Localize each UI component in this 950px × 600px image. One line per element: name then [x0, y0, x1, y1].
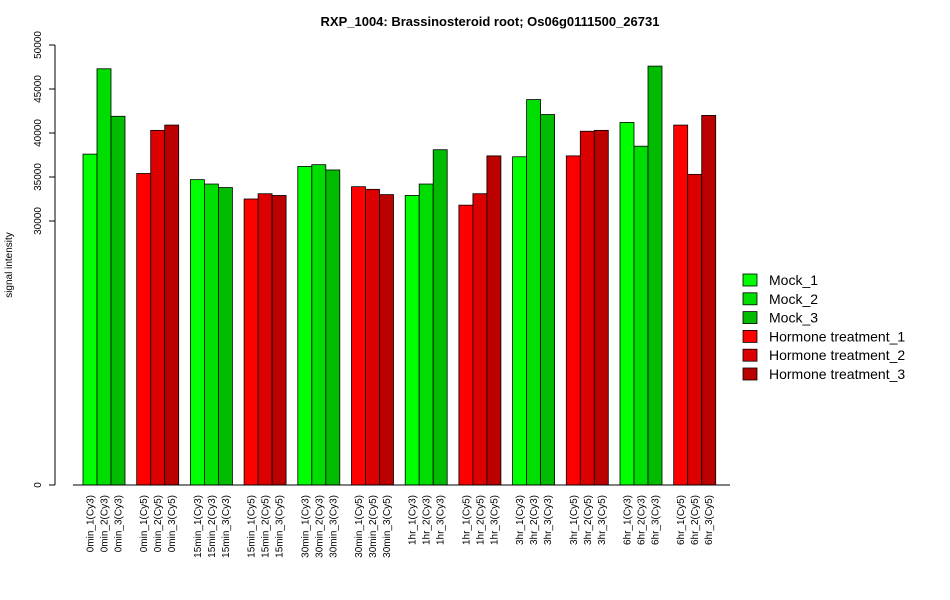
x-tick-label: 6hr_3(Cy5) [704, 495, 715, 545]
bar [701, 115, 717, 486]
legend-swatch [742, 348, 758, 362]
bar [593, 129, 609, 486]
x-tick-label: 0min_1(Cy5) [139, 495, 150, 552]
x-tick-label: 3hr_2(Cy3) [529, 495, 540, 545]
x-tick-label: 3hr_2(Cy5) [583, 495, 594, 545]
x-tick-label: 30min_2(Cy5) [368, 495, 379, 558]
bar [110, 115, 126, 486]
bar [243, 198, 259, 486]
x-tick-label: 30min_1(Cy5) [354, 495, 365, 558]
bar [365, 188, 380, 486]
x-tick-label: 3hr_3(Cy5) [597, 495, 608, 545]
x-tick-label: 0min_3(Cy3) [114, 495, 125, 552]
x-tick-label: 3hr_1(Cy5) [569, 495, 580, 545]
legend-swatch [742, 329, 758, 343]
x-tick-label: 6hr_2(Cy5) [690, 495, 701, 545]
legend-swatch [742, 292, 758, 306]
y-tick-label: 50000 [33, 31, 44, 59]
bar [351, 186, 366, 486]
bar [404, 195, 420, 486]
bar [633, 145, 649, 486]
bar [458, 204, 474, 486]
x-tick-label: 30min_1(Cy3) [300, 495, 311, 558]
y-tick-label: 35000 [33, 163, 44, 191]
bar [82, 153, 98, 486]
y-tick-label: 30000 [33, 207, 44, 235]
x-tick-label: 6hr_1(Cy3) [623, 495, 634, 545]
y-axis-label: signal intensity [4, 232, 15, 298]
legend: Mock_1 Mock_2 Mock_3 Hormone treatment_1 Hor… [742, 272, 905, 382]
legend-swatch [742, 311, 758, 325]
bar [579, 130, 595, 486]
x-tick-label: 15min_2(Cy3) [207, 495, 218, 558]
x-tick-label: 30min_2(Cy3) [314, 495, 325, 558]
x-tick-label: 1hr_2(Cy3) [422, 495, 433, 545]
bar [217, 187, 233, 486]
bar [619, 122, 635, 486]
legend-label: Hormone treatment_3 [769, 366, 905, 382]
x-tick-label: 3hr_1(Cy3) [515, 495, 526, 545]
bar [271, 195, 287, 486]
bar [418, 183, 434, 486]
legend-label: Mock_3 [769, 310, 818, 326]
bar [687, 173, 703, 486]
x-tick-label: 0min_3(Cy5) [167, 495, 178, 552]
x-tick-label: 30min_3(Cy5) [382, 495, 393, 558]
bar [540, 114, 555, 486]
bar [96, 68, 112, 486]
x-tick-label: 0min_2(Cy3) [100, 495, 111, 552]
bar [486, 155, 502, 486]
x-axis-tick-labels: 0min_1(Cy3) 0min_2(Cy3) 0min_3(Cy3) 0min_1(… [86, 495, 716, 558]
x-tick-label: 15min_2(Cy5) [261, 495, 272, 558]
legend-label: Hormone treatment_1 [769, 328, 905, 344]
bars-layer [82, 65, 717, 486]
bar [432, 149, 448, 486]
x-tick-label: 15min_1(Cy3) [193, 495, 204, 558]
x-tick-label: 6hr_1(Cy5) [676, 495, 687, 545]
bar [565, 155, 581, 486]
legend-label: Mock_2 [769, 291, 818, 307]
chart-title: RXP_1004: Brassinosteroid root; Os06g011… [321, 14, 660, 29]
x-tick-label: 6hr_2(Cy3) [637, 495, 648, 545]
x-tick-label: 15min_3(Cy5) [275, 495, 286, 558]
bar [512, 156, 527, 486]
bar [136, 173, 152, 486]
legend-swatch [742, 273, 758, 287]
bar [647, 65, 663, 486]
bar [257, 193, 273, 486]
y-tick-label: 40000 [33, 119, 44, 147]
x-tick-label: 1hr_1(Cy5) [461, 495, 472, 545]
x-tick-label: 6hr_3(Cy3) [651, 495, 662, 545]
bar [673, 124, 689, 486]
x-tick-label: 30min_3(Cy3) [328, 495, 339, 558]
bar [325, 169, 341, 486]
x-tick-label: 1hr_2(Cy5) [475, 495, 486, 545]
legend-label: Mock_1 [769, 272, 818, 288]
bar [203, 183, 219, 486]
bar [189, 179, 205, 486]
bar [150, 129, 166, 486]
x-tick-label: 1hr_1(Cy3) [408, 495, 419, 545]
x-tick-label: 1hr_3(Cy5) [489, 495, 500, 545]
y-tick-label: 45000 [33, 75, 44, 103]
y-tick-label: 0 [33, 482, 44, 488]
bar [526, 99, 541, 486]
bar [164, 124, 180, 486]
x-tick-label: 1hr_3(Cy3) [436, 495, 447, 545]
x-tick-label: 15min_3(Cy3) [221, 495, 232, 558]
x-tick-label: 15min_1(Cy5) [247, 495, 258, 558]
y-axis: 0 30000 35000 40000 45000 50000 [33, 31, 56, 488]
bar [379, 194, 394, 486]
bar [311, 164, 327, 486]
x-tick-label: 0min_1(Cy3) [86, 495, 97, 552]
x-tick-label: 0min_2(Cy5) [153, 495, 164, 552]
legend-swatch [742, 367, 758, 381]
legend-label: Hormone treatment_2 [769, 347, 905, 363]
bar [297, 166, 313, 486]
bar [472, 193, 488, 486]
x-tick-label: 3hr_3(Cy3) [543, 495, 554, 545]
